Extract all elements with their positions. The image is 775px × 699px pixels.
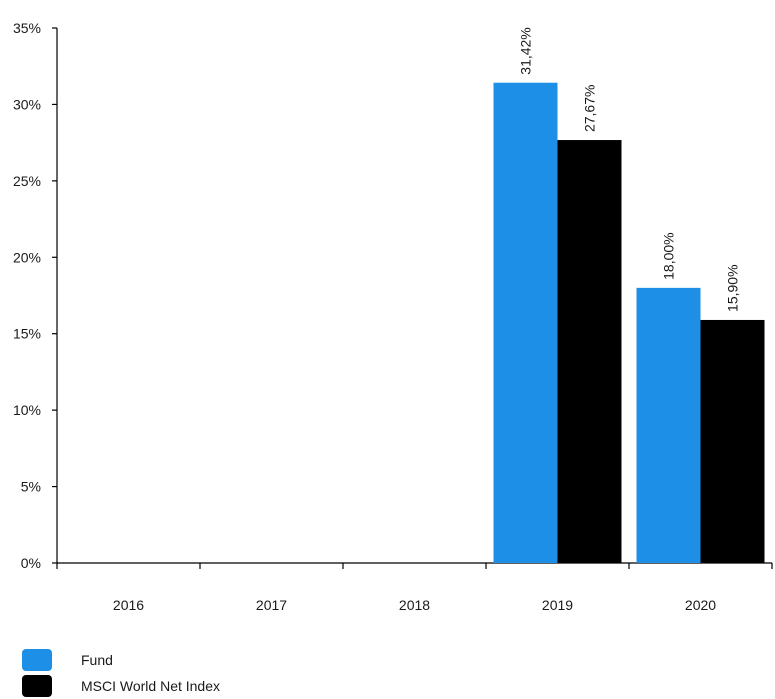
y-axis: 0% 5% 10% 15% 20% 25% 30% 35% bbox=[13, 20, 58, 571]
x-tick-label: 2016 bbox=[113, 597, 144, 613]
legend-swatch-fund bbox=[22, 649, 52, 671]
y-tick-label: 0% bbox=[21, 555, 41, 571]
y-tick-label: 20% bbox=[13, 249, 41, 265]
x-tick-label: 2017 bbox=[256, 597, 287, 613]
y-tick-label: 35% bbox=[13, 20, 41, 36]
bar-msci-2020 bbox=[700, 319, 765, 563]
legend-label-msci: MSCI World Net Index bbox=[81, 678, 221, 694]
x-tick-label: 2019 bbox=[542, 597, 573, 613]
bar-chart: 0%5%10%15%20%25%30%35% 2016 2017 2018 2019 2… bbox=[13, 20, 773, 613]
y-tick-label: 30% bbox=[13, 96, 41, 112]
x-axis: 2016 2017 2018 2019 2020 bbox=[56, 562, 773, 613]
data-label: 31,42% bbox=[518, 27, 534, 74]
bar-fund-2019 bbox=[493, 82, 558, 564]
legend-item-msci: MSCI World Net Index bbox=[22, 673, 220, 699]
y-tick-label: 15% bbox=[13, 326, 41, 342]
legend-swatch-msci bbox=[22, 675, 52, 697]
data-label: 18,00% bbox=[661, 232, 677, 279]
legend: Fund MSCI World Net Index bbox=[22, 647, 220, 699]
y-tick-label: 25% bbox=[13, 173, 41, 189]
legend-item-fund: Fund bbox=[22, 647, 220, 673]
bar-msci-2019 bbox=[557, 140, 622, 563]
y-tick-label: 5% bbox=[21, 479, 41, 495]
data-label: 27,67% bbox=[582, 85, 598, 132]
data-label: 15,90% bbox=[725, 264, 741, 311]
y-tick-label: 10% bbox=[13, 402, 41, 418]
data-labels: 31,42% 27,67% 18,00% 15,90% bbox=[518, 27, 741, 312]
legend-label-fund: Fund bbox=[81, 652, 113, 668]
x-tick-label: 2018 bbox=[399, 597, 430, 613]
bars bbox=[493, 82, 765, 564]
bar-fund-2020 bbox=[636, 287, 701, 563]
x-tick-label: 2020 bbox=[685, 597, 716, 613]
